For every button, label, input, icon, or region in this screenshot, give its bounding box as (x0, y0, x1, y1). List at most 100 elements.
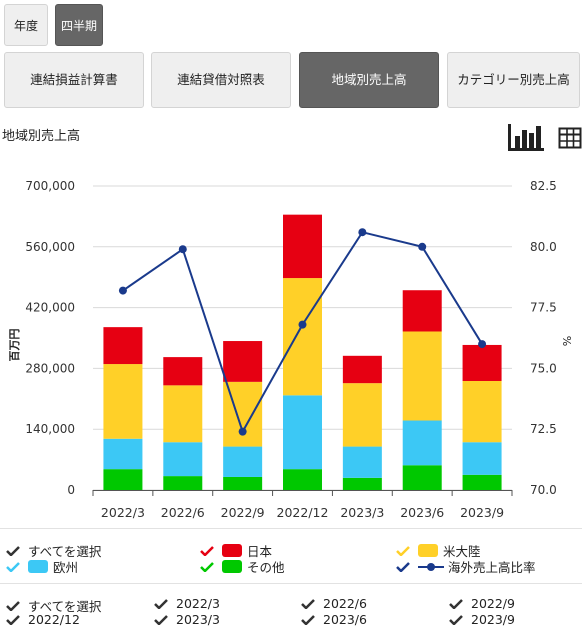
legend-label: 欧州 (53, 560, 79, 575)
bar-americas (103, 364, 143, 439)
bar-other (342, 477, 382, 490)
y-tick-label: 560,000 (25, 240, 75, 254)
check-icon (301, 598, 315, 609)
y2-tick-label: 72.5 (530, 422, 557, 436)
y-tick-label: 0 (67, 483, 75, 497)
bar-other (402, 465, 442, 490)
bar-other (283, 469, 322, 490)
legend-item-japan[interactable]: 日本 (200, 541, 272, 560)
y2-tick-label: 70.0 (530, 483, 557, 497)
period-filter-item[interactable]: 2023/3 (154, 612, 220, 627)
bar-japan (402, 290, 442, 332)
ratio-line (118, 228, 487, 436)
period-filter-label: 2022/6 (323, 596, 367, 611)
x-axis: 2022/3 2022/6 2022/9 2022/12 2023/3 2023/6 202… (92, 490, 513, 520)
bar-europe (223, 446, 263, 477)
y-tick-label: 700,000 (25, 179, 75, 193)
period-annual-button[interactable]: 年度 (4, 4, 48, 46)
ratio-point (478, 340, 487, 349)
legend-label: その他 (247, 560, 285, 575)
bar-europe (163, 442, 203, 477)
y2-tick-label: 75.0 (530, 361, 557, 375)
bar-japan (223, 341, 263, 382)
x-tick-label: 2023/9 (460, 505, 504, 520)
ratio-point (358, 228, 367, 237)
period-quarterly-button[interactable]: 四半期 (55, 4, 103, 46)
y2-tick-label: 77.5 (530, 301, 557, 315)
period-filter-item[interactable]: 2023/6 (301, 612, 367, 627)
ratio-point (178, 245, 187, 254)
legend-label: 日本 (247, 544, 273, 559)
period-select-all[interactable]: すべてを選択 (6, 596, 101, 615)
y-tick-label: 140,000 (25, 422, 75, 436)
legend-swatch (418, 544, 438, 557)
check-icon (6, 561, 20, 572)
check-icon (449, 598, 463, 609)
check-icon (200, 545, 214, 556)
bar-other (163, 476, 203, 490)
legend-item-europe[interactable]: 欧州 (6, 557, 78, 576)
y-axis-left: 0 140,000 280,000 420,000 560,000 700,000 (25, 179, 75, 497)
y-axis-label: 百万円 (8, 329, 21, 362)
x-tick-label: 2022/12 (277, 505, 329, 520)
legend-swatch (222, 544, 242, 557)
tab-regional-sales[interactable]: 地域別売上高 (299, 52, 439, 108)
legend-item-other[interactable]: その他 (200, 557, 285, 576)
bar-americas (283, 278, 322, 396)
period-filter-label: 2023/3 (176, 612, 220, 627)
bar-japan (103, 327, 143, 365)
bar-other (103, 469, 143, 490)
ratio-point (418, 242, 427, 251)
period-select-all-label: すべてを選択 (28, 599, 102, 614)
legend-swatch (222, 560, 242, 573)
bar-europe (103, 438, 143, 470)
regional-sales-chart: 0 140,000 280,000 420,000 560,000 700,000 70.… (8, 179, 574, 520)
legend-item-ratio[interactable]: 海外売上高比率 (396, 557, 536, 576)
legend-item-americas[interactable]: 米大陸 (396, 541, 481, 560)
check-icon (154, 614, 168, 625)
check-icon (396, 561, 410, 572)
period-filter-item[interactable]: 2022/9 (449, 596, 515, 611)
tab-income-statement[interactable]: 連結損益計算書 (4, 52, 144, 108)
period-filter-item[interactable]: 2023/9 (449, 612, 515, 627)
ratio-point (118, 286, 127, 295)
period-filter-label: 2022/3 (176, 596, 220, 611)
y2-tick-label: 80.0 (530, 240, 557, 254)
table-icon[interactable] (558, 127, 582, 154)
check-icon (6, 545, 20, 556)
bar-americas (402, 331, 442, 421)
x-tick-label: 2023/6 (400, 505, 444, 520)
y-tick-label: 420,000 (25, 301, 75, 315)
line-marker-icon (418, 562, 444, 571)
bar-americas (462, 380, 502, 443)
period-filter-item[interactable]: 2022/12 (6, 612, 80, 627)
legend-select-all[interactable]: すべてを選択 (6, 541, 101, 560)
y2-axis-label: % (561, 336, 574, 346)
check-icon (301, 614, 315, 625)
bar-americas (342, 383, 382, 447)
bar-europe (462, 442, 502, 475)
check-icon (396, 545, 410, 556)
chart-title: 地域別売上高 (2, 129, 81, 144)
period-filter-label: 2022/9 (471, 596, 515, 611)
ratio-point (298, 320, 307, 329)
bar-chart-icon[interactable] (506, 122, 546, 157)
x-tick-label: 2023/3 (340, 505, 384, 520)
bar-europe (342, 446, 382, 478)
bar-other (462, 474, 502, 490)
ratio-point (238, 427, 247, 436)
legend-divider (0, 528, 582, 529)
period-filter-item[interactable]: 2022/6 (301, 596, 367, 611)
tab-balance-sheet[interactable]: 連結貸借対照表 (151, 52, 291, 108)
check-icon (449, 614, 463, 625)
filter-divider (0, 583, 582, 584)
period-filter-item[interactable]: 2022/3 (154, 596, 220, 611)
check-icon (200, 561, 214, 572)
legend-label: 米大陸 (443, 544, 481, 559)
period-filter-label: 2023/6 (323, 612, 367, 627)
bar-other (223, 476, 263, 490)
bar-europe (283, 395, 322, 470)
y-axis-right: 70.0 72.5 75.0 77.5 80.0 82.5 (530, 179, 557, 497)
tab-category-sales[interactable]: カテゴリー別売上高 (447, 52, 580, 108)
x-tick-label: 2022/3 (101, 505, 145, 520)
